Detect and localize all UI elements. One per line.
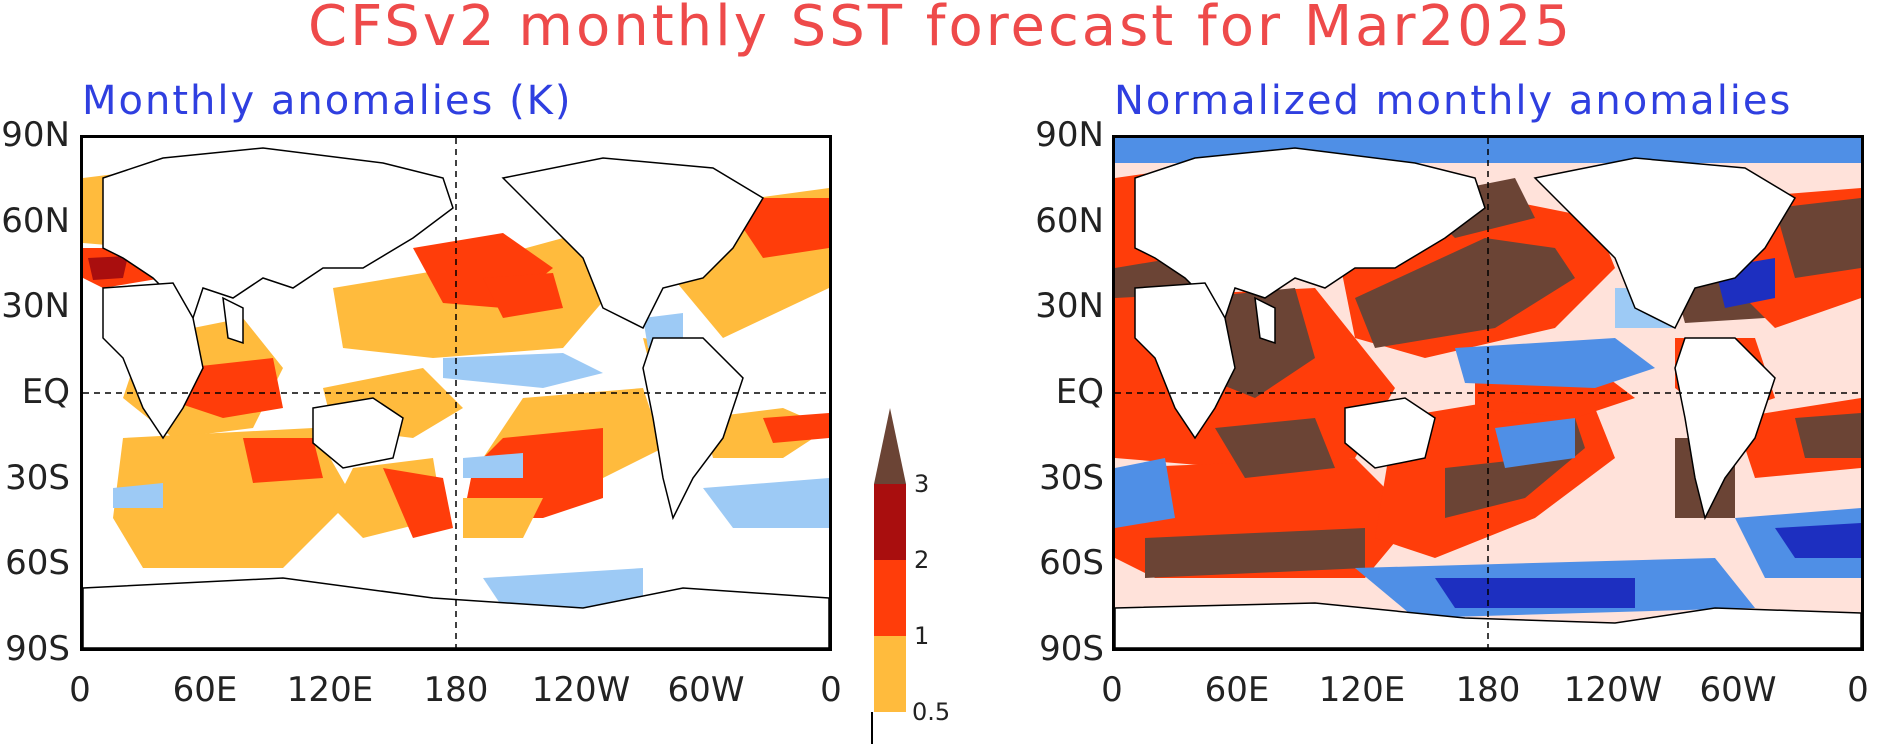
right-ylabel-30s: 30S (1039, 458, 1104, 498)
left-panel-subtitle: Monthly anomalies (K) (82, 78, 573, 124)
right-xlabel-180: 180 (1455, 670, 1521, 710)
colorbar-label-2: 2 (914, 546, 930, 574)
right-ylabel-60n: 60N (1035, 201, 1104, 241)
colorbar (870, 408, 910, 744)
left-xlabel-60e: 60E (172, 670, 238, 710)
normalized-anomaly-map-panel (1112, 135, 1864, 651)
colorbar-label-05: 0.5 (912, 698, 951, 726)
left-ylabel-60n: 60N (1, 201, 70, 241)
right-xlabel-0: 0 (1101, 670, 1123, 710)
right-xlabel-60e: 60E (1204, 670, 1270, 710)
left-xlabel-60w: 60W (667, 670, 745, 710)
left-xlabel-120e: 120E (286, 670, 374, 710)
right-xlabel-120e: 120E (1318, 670, 1406, 710)
right-ylabel-30n: 30N (1035, 286, 1104, 326)
left-ylabel-90s: 90S (5, 629, 70, 669)
left-xlabel-180: 180 (423, 670, 489, 710)
anomaly-map-panel (80, 135, 832, 651)
colorbar-label-1: 1 (914, 622, 930, 650)
left-xlabel-0: 0 (69, 670, 91, 710)
left-ylabel-30n: 30N (1, 286, 70, 326)
colorbar-band-2-3 (874, 484, 906, 560)
left-ylabel-90n: 90N (1, 115, 70, 155)
land-masses (83, 147, 829, 648)
right-ylabel-60s: 60S (1039, 543, 1104, 583)
left-ylabel-60s: 60S (5, 543, 70, 583)
right-xlabel-0-end: 0 (1847, 670, 1869, 710)
right-panel-subtitle: Normalized monthly anomalies (1114, 78, 1793, 124)
left-xlabel-120w: 120W (531, 670, 631, 710)
figure-title: CFSv2 monthly SST forecast for Mar2025 (307, 0, 1574, 59)
right-ylabel-90n: 90N (1035, 115, 1104, 155)
colorbar-extreme-triangle (874, 408, 906, 484)
anomaly-map (83, 138, 829, 648)
colorbar-label-3: 3 (914, 470, 930, 498)
right-xlabel-60w: 60W (1699, 670, 1777, 710)
warm-anomaly-regions (83, 166, 829, 568)
right-ylabel-90s: 90S (1039, 629, 1104, 669)
right-ylabel-eq: EQ (1055, 372, 1104, 412)
left-ylabel-30s: 30S (5, 458, 70, 498)
colorbar-band-1-2 (874, 560, 906, 636)
normalized-cool-regions (1115, 138, 1861, 618)
left-ylabel-eq: EQ (21, 372, 70, 412)
left-xlabel-0-end: 0 (820, 670, 842, 710)
right-xlabel-120w: 120W (1563, 670, 1663, 710)
colorbar-band-05-1 (874, 636, 906, 712)
normalized-anomaly-map (1115, 138, 1861, 648)
